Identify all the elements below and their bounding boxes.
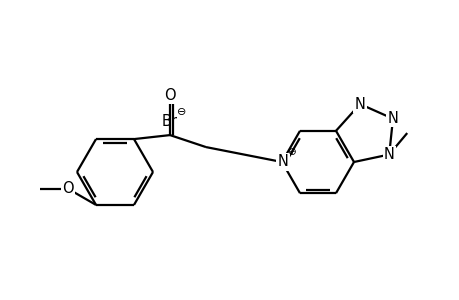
Text: O: O xyxy=(62,182,74,196)
Text: ⊖: ⊖ xyxy=(177,107,186,117)
Text: ⊕: ⊕ xyxy=(286,147,295,157)
Text: Br: Br xyxy=(162,115,178,130)
Text: O: O xyxy=(164,88,175,103)
Text: N: N xyxy=(354,97,365,112)
Text: N: N xyxy=(277,154,288,169)
Text: N: N xyxy=(383,147,394,162)
Text: N: N xyxy=(386,111,397,126)
